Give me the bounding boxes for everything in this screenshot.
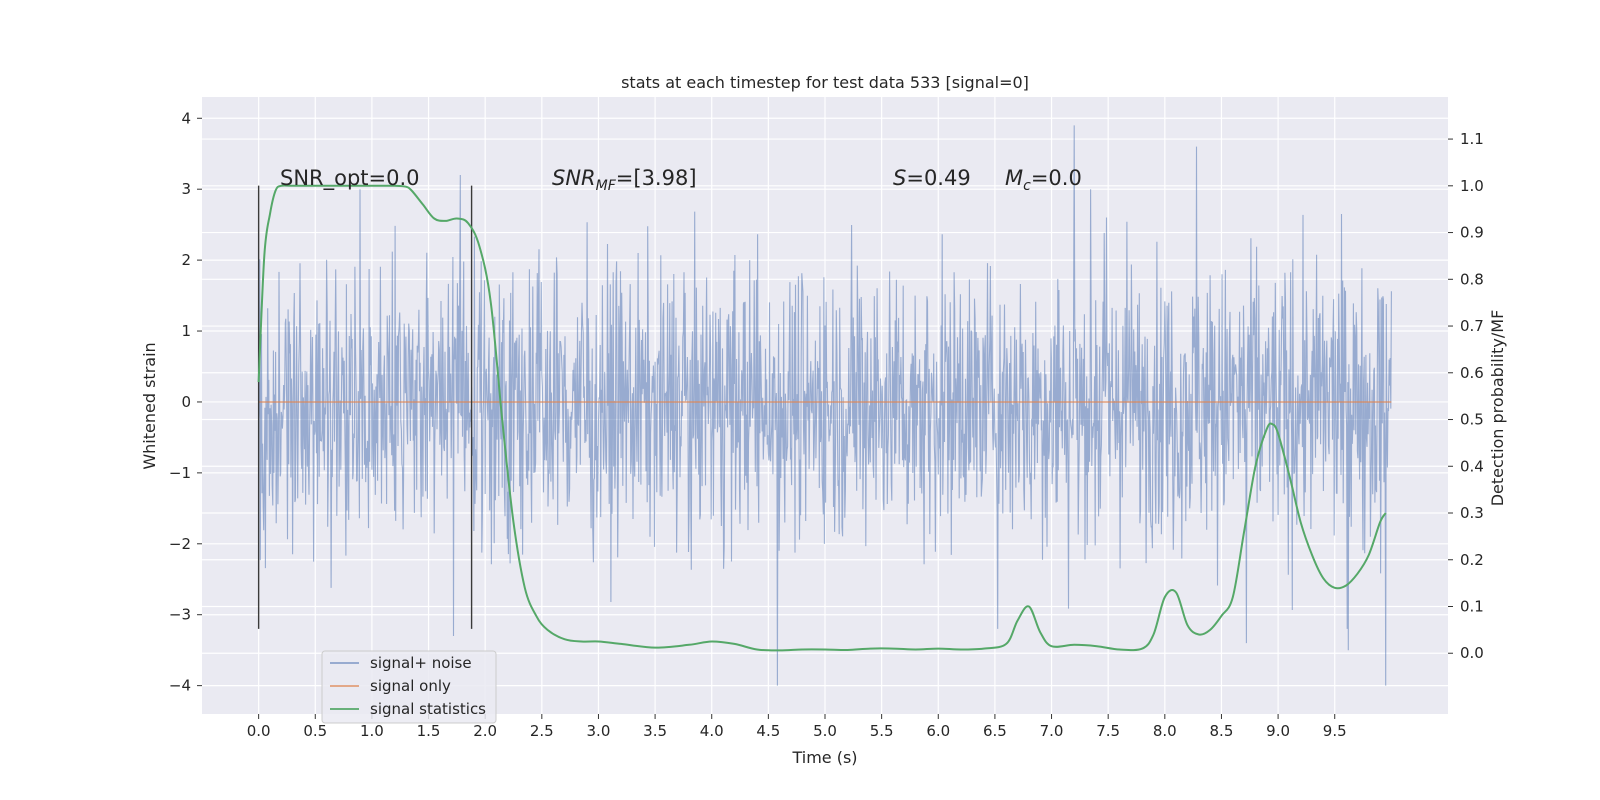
chart-title: stats at each timestep for test data 533…: [621, 73, 1029, 92]
x-tick-label: 7.0: [1040, 722, 1064, 740]
x-axis-label: Time (s): [791, 748, 857, 767]
y2-tick-label: 1.1: [1460, 130, 1484, 148]
y2-tick-label: 0.1: [1460, 597, 1484, 615]
vertical-markers: [257, 185, 473, 629]
legend-box: [321, 650, 497, 724]
y-tick-label: −4: [169, 677, 191, 695]
x-tick-label: 9.0: [1266, 722, 1290, 740]
signal-statistics-line: [257, 184, 1387, 652]
legend-label-signal-statistics: signal statistics: [370, 700, 486, 718]
legend: signal+ noise signal only signal statist…: [321, 650, 497, 724]
annotation-mc-sub: c: [1023, 178, 1031, 194]
x-tick-label: 8.5: [1210, 722, 1234, 740]
axis-ticks: 0.0 0.5 1.0 1.5 2.0 2.5 3.0 3.5 4.0 4.5 5.0 5.5 6.0 6…: [169, 109, 1484, 740]
y2-tick-label: 1.0: [1460, 177, 1484, 195]
y-tick-label: 3: [181, 180, 191, 198]
x-tick-label: 7.5: [1096, 722, 1120, 740]
x-tick-label: 5.5: [870, 722, 894, 740]
y2-tick-label: 0.2: [1460, 551, 1484, 569]
y2-tick-label: 0.6: [1460, 364, 1484, 382]
x-tick-label: 6.0: [926, 722, 950, 740]
annotation-mc: Mc=0.0: [1005, 166, 1082, 194]
y2-axis-label: Detection probability/MF: [1488, 310, 1507, 507]
annotation-snr-mf-main: SNR: [552, 166, 596, 190]
y2-tick-label: 0.4: [1460, 457, 1484, 475]
y-tick-label: 0: [181, 393, 191, 411]
x-tick-label: 2.0: [473, 722, 497, 740]
x-tick-label: 6.5: [983, 722, 1007, 740]
x-tick-label: 3.5: [643, 722, 667, 740]
x-tick-label: 8.0: [1153, 722, 1177, 740]
y-tick-label: −1: [169, 464, 191, 482]
y-tick-label: 1: [181, 322, 191, 340]
annotation-mc-main: M: [1005, 166, 1023, 190]
signal-plus-noise-line: [258, 125, 1392, 686]
x-tick-label: 3.0: [587, 722, 611, 740]
x-tick-label: 0.5: [303, 722, 327, 740]
annotation-mc-value: =0.0: [1031, 166, 1082, 190]
x-tick-label: 4.5: [756, 722, 780, 740]
annotation-snr-mf: SNRMF=[3.98]: [552, 166, 697, 194]
annotation-s-value: =0.49: [906, 166, 970, 190]
x-tick-label: 2.5: [530, 722, 554, 740]
y2-tick-label: 0.3: [1460, 504, 1484, 522]
y2-tick-label: 0.5: [1460, 411, 1484, 429]
y-tick-label: −3: [169, 606, 191, 624]
y2-tick-label: 0.0: [1460, 644, 1484, 662]
y2-tick-label: 0.7: [1460, 317, 1484, 335]
x-tick-label: 1.5: [417, 722, 441, 740]
annotation-s: S=0.49: [893, 166, 971, 190]
x-tick-label: 9.5: [1323, 722, 1347, 740]
y-axis-label: Whitened strain: [140, 342, 159, 469]
annotation-snr-mf-sub: MF: [596, 178, 617, 194]
series-signal-plus-noise: [258, 125, 1392, 686]
legend-label-signal-plus-noise: signal+ noise: [370, 654, 472, 672]
annotation-s-main: S: [893, 166, 906, 190]
y2-tick-label: 0.8: [1460, 270, 1484, 288]
legend-label-signal-only: signal only: [370, 677, 451, 695]
annotation-snr-mf-value: =[3.98]: [616, 166, 697, 190]
x-tick-label: 1.0: [360, 722, 384, 740]
series-signal-statistics: [257, 184, 1387, 652]
x-tick-label: 0.0: [247, 722, 271, 740]
y-tick-label: −2: [169, 535, 191, 553]
x-tick-label: 5.0: [813, 722, 837, 740]
x-tick-label: 4.0: [700, 722, 724, 740]
annotation-snr-opt: SNR_opt=0.0: [280, 166, 420, 191]
y-tick-label: 2: [181, 251, 191, 269]
y-tick-label: 4: [181, 109, 191, 127]
y2-tick-label: 0.9: [1460, 224, 1484, 242]
